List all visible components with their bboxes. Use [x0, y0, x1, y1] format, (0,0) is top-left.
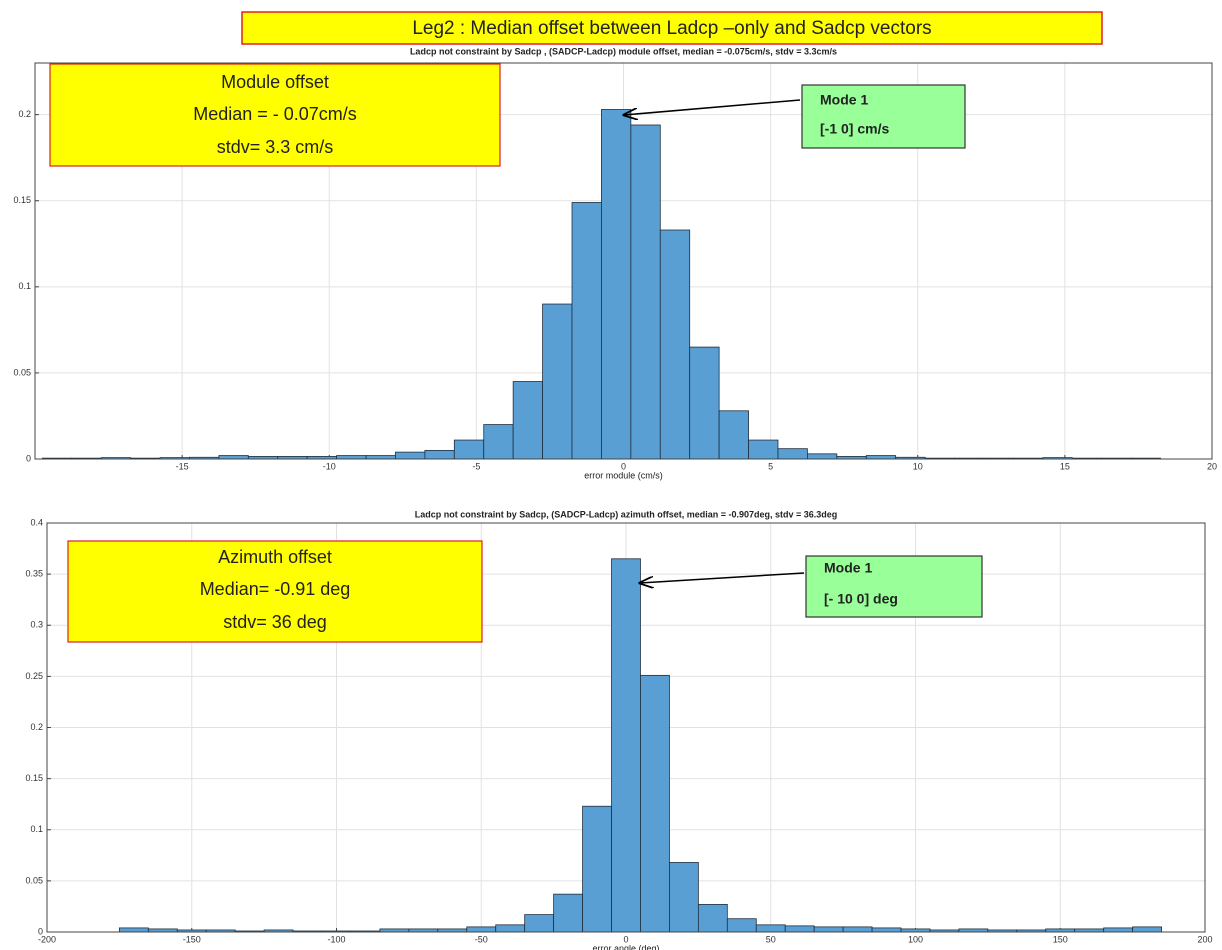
x-tick-label: 0	[621, 461, 626, 471]
x-axis-label: error module (cm/s)	[584, 470, 663, 480]
bar	[726, 918, 757, 933]
note-line: Median = - 0.07cm/s	[193, 104, 357, 124]
mode-box	[801, 84, 966, 149]
x-tick-label: -15	[176, 461, 189, 471]
y-tick-label: 0.4	[30, 517, 43, 527]
note-line: Azimuth offset	[218, 547, 332, 567]
bar	[483, 424, 514, 460]
bar	[611, 558, 641, 933]
bar	[524, 914, 555, 933]
note-box	[49, 63, 501, 167]
bar	[466, 926, 497, 933]
x-tick-label: 200	[1197, 934, 1212, 944]
bar	[336, 455, 367, 460]
mode-box	[805, 555, 983, 618]
x-tick-label: -10	[323, 461, 336, 471]
bar	[640, 674, 670, 933]
bar	[813, 926, 844, 933]
note-line: stdv= 3.3 cm/s	[217, 137, 334, 157]
bar	[659, 229, 691, 460]
bar	[453, 439, 485, 460]
bar	[1132, 926, 1162, 933]
x-tick-label: 20	[1207, 461, 1217, 471]
bar	[842, 926, 873, 933]
bar	[118, 927, 149, 933]
bar	[395, 451, 426, 460]
bar	[542, 303, 573, 460]
y-tick-label: 0.25	[25, 671, 43, 681]
y-tick-label: 0.2	[18, 109, 31, 119]
mode-line: Mode 1	[824, 560, 872, 576]
title-box	[241, 11, 1103, 45]
chart-title: Ladcp not constraint by Sadcp , (SADCP-L…	[410, 46, 837, 56]
bar	[748, 439, 779, 460]
x-axis-label: error angle (deg)	[592, 943, 659, 950]
bar	[495, 924, 526, 933]
x-tick-label: 50	[766, 934, 776, 944]
x-tick-label: 0	[623, 934, 628, 944]
bar	[777, 448, 808, 460]
bar	[601, 109, 632, 460]
bar	[1103, 927, 1134, 933]
arrow	[640, 572, 805, 583]
x-tick-label: -50	[475, 934, 488, 944]
x-tick-label: 100	[908, 934, 923, 944]
x-tick-label: 150	[1053, 934, 1068, 944]
x-tick-label: 5	[768, 461, 773, 471]
bar	[755, 924, 786, 933]
note-line: stdv= 36 deg	[223, 612, 327, 632]
chart-title: Ladcp not constraint by Sadcp, (SADCP-La…	[415, 509, 838, 519]
x-tick-label: 10	[913, 461, 923, 471]
y-tick-label: 0.1	[18, 281, 31, 291]
y-tick-label: 0.3	[30, 620, 43, 630]
bar	[718, 410, 749, 460]
y-tick-label: 0.35	[25, 569, 43, 579]
bar	[871, 927, 902, 933]
x-tick-label: -5	[472, 461, 480, 471]
bar	[218, 455, 249, 460]
bar	[365, 455, 396, 460]
bar	[669, 862, 699, 933]
mode-line: Mode 1	[820, 92, 868, 108]
bar	[512, 381, 543, 460]
y-tick-label: 0.15	[13, 195, 31, 205]
arrow	[624, 99, 801, 115]
bar	[571, 202, 602, 460]
y-tick-label: 0.1	[30, 824, 43, 834]
bar	[807, 453, 838, 460]
bar	[689, 346, 720, 460]
bar	[553, 893, 583, 933]
bar	[630, 124, 661, 460]
bar	[865, 455, 897, 460]
y-tick-label: 0	[26, 453, 31, 463]
note-line: Module offset	[221, 72, 329, 92]
bar	[424, 449, 455, 460]
x-tick-label: -100	[327, 934, 345, 944]
page-title: Leg2 : Median offset between Ladcp –only…	[412, 18, 931, 39]
y-tick-label: 0.05	[13, 367, 31, 377]
y-tick-label: 0	[38, 926, 43, 936]
x-tick-label: 15	[1060, 461, 1070, 471]
mode-line: [-1 0] cm/s	[820, 121, 889, 137]
mode-line: [- 10 0] deg	[824, 591, 898, 607]
bar	[784, 925, 815, 933]
y-tick-label: 0.15	[25, 773, 43, 783]
note-line: Median= -0.91 deg	[200, 579, 351, 599]
note-box	[67, 540, 483, 643]
y-tick-label: 0.05	[25, 875, 43, 885]
bar	[697, 903, 728, 933]
axes-box	[34, 62, 1213, 460]
bar	[582, 805, 612, 933]
axes-box	[46, 522, 1206, 933]
x-tick-label: -150	[183, 934, 201, 944]
y-tick-label: 0.2	[30, 722, 43, 732]
x-tick-label: -200	[38, 934, 56, 944]
